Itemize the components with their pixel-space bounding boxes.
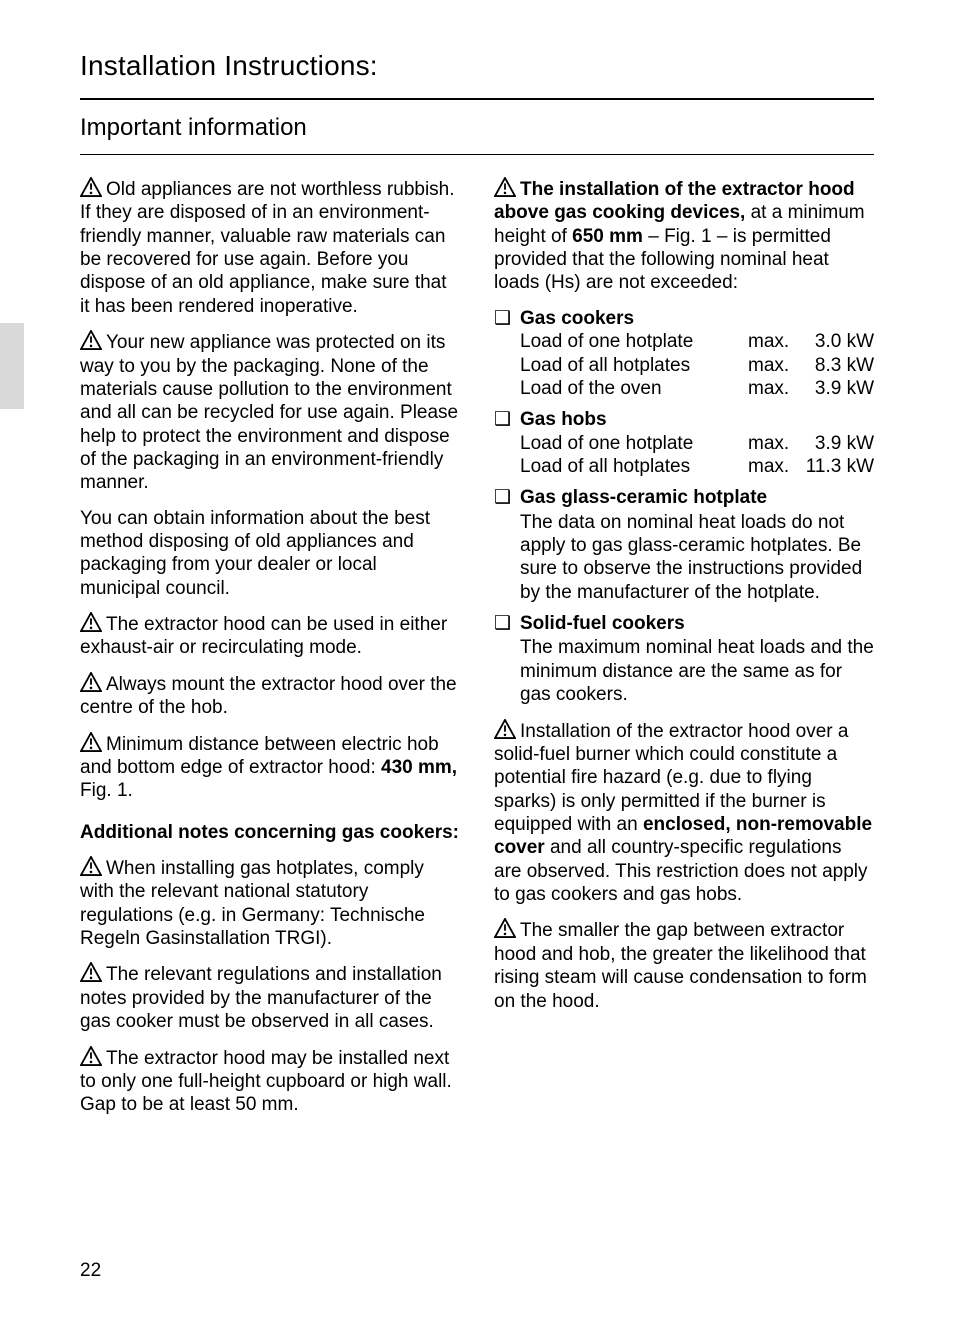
load-label: Load of all hotplates	[520, 455, 748, 478]
load-val: 3.0 kW	[800, 330, 874, 353]
load-row: Load of all hotplates max. 11.3 kW	[520, 455, 874, 478]
warning-icon	[80, 856, 102, 876]
para-text: The extractor hood may be installed next…	[80, 1048, 452, 1116]
warning-icon	[494, 719, 516, 739]
para-condensation: The smaller the gap between extractor ho…	[494, 918, 874, 1012]
warning-icon	[494, 177, 516, 197]
para-min-distance: Minimum distance between electric hob an…	[80, 732, 460, 803]
para-text: Your new appliance was protected on its …	[80, 332, 458, 493]
bullet-icon: ❑	[494, 612, 520, 635]
warning-icon	[80, 177, 102, 197]
load-row: Load of one hotplate max. 3.0 kW	[520, 330, 874, 353]
left-column: Old appliances are not worthless rubbish…	[80, 177, 460, 1129]
bullet-icon: ❑	[494, 486, 520, 509]
warning-icon	[80, 330, 102, 350]
load-val: 8.3 kW	[800, 354, 874, 377]
para-solid-fuel-install: Installation of the extractor hood over …	[494, 719, 874, 907]
load-val: 3.9 kW	[800, 432, 874, 455]
load-max: max.	[748, 354, 800, 377]
list-heading-solid-fuel: Solid-fuel cookers	[520, 612, 874, 635]
load-label: Load of one hotplate	[520, 330, 748, 353]
para-text: Always mount the extractor hood over the…	[80, 674, 457, 718]
bullet-icon: ❑	[494, 408, 520, 431]
list-gas-cookers: ❑ Gas cookers Load of one hotplate max. …	[494, 307, 874, 400]
load-val: 11.3 kW	[800, 455, 874, 478]
warning-icon	[494, 918, 516, 938]
load-max: max.	[748, 432, 800, 455]
list-text: The data on nominal heat loads do not ap…	[520, 511, 874, 604]
para-text: When installing gas hotplates, comply wi…	[80, 858, 425, 949]
load-row: Load of one hotplate max. 3.9 kW	[520, 432, 874, 455]
para-cupboard-gap: The extractor hood may be installed next…	[80, 1046, 460, 1117]
para-gas-regs: When installing gas hotplates, comply wi…	[80, 856, 460, 950]
list-heading-gas-cookers: Gas cookers	[520, 307, 874, 330]
bullet-icon: ❑	[494, 307, 520, 330]
list-solid-fuel: ❑ Solid-fuel cookers The maximum nominal…	[494, 612, 874, 706]
list-glass-ceramic: ❑ Gas glass-ceramic hotplate The data on…	[494, 486, 874, 604]
para-install-above-gas: The installation of the extractor hood a…	[494, 177, 874, 295]
section-rule	[80, 154, 874, 155]
list-heading-glass-ceramic: Gas glass-ceramic hotplate	[520, 486, 874, 509]
para-modes: The extractor hood can be used in either…	[80, 612, 460, 660]
page-edge-tab	[0, 323, 24, 409]
height-value: 650 mm	[572, 226, 643, 247]
para-manufacturer-notes: The relevant regulations and installatio…	[80, 962, 460, 1033]
load-row: Load of the oven max. 3.9 kW	[520, 377, 874, 400]
list-gas-hobs: ❑ Gas hobs Load of one hotplate max. 3.9…	[494, 408, 874, 478]
page-title: Installation Instructions:	[80, 50, 874, 82]
list-heading-gas-hobs: Gas hobs	[520, 408, 874, 431]
para-text: Old appliances are not worthless rubbish…	[80, 179, 455, 317]
warning-icon	[80, 672, 102, 692]
para-disposal-info: You can obtain information about the bes…	[80, 507, 460, 600]
para-old-appliances: Old appliances are not worthless rubbish…	[80, 177, 460, 318]
load-max: max.	[748, 330, 800, 353]
heading-rule	[80, 98, 874, 100]
page-number: 22	[80, 1260, 101, 1282]
warning-icon	[80, 732, 102, 752]
para-text: Fig. 1.	[80, 780, 133, 801]
section-title: Important information	[80, 114, 874, 142]
para-text: The smaller the gap between extractor ho…	[494, 920, 867, 1011]
para-packaging: Your new appliance was protected on its …	[80, 330, 460, 495]
warning-icon	[80, 962, 102, 982]
min-distance-value: 430 mm,	[381, 757, 457, 778]
para-text: The relevant regulations and installatio…	[80, 964, 442, 1032]
para-text: and all country-specific regulations are…	[494, 837, 868, 905]
load-max: max.	[748, 455, 800, 478]
load-label: Load of one hotplate	[520, 432, 748, 455]
para-text: The extractor hood can be used in either…	[80, 614, 447, 658]
subheading-gas-notes: Additional notes concerning gas cookers:	[80, 821, 460, 844]
warning-icon	[80, 612, 102, 632]
content-columns: Old appliances are not worthless rubbish…	[80, 177, 874, 1129]
para-mount-centre: Always mount the extractor hood over the…	[80, 672, 460, 720]
list-text: The maximum nominal heat loads and the m…	[520, 636, 874, 706]
load-label: Load of the oven	[520, 377, 748, 400]
right-column: The installation of the extractor hood a…	[494, 177, 874, 1129]
load-max: max.	[748, 377, 800, 400]
warning-icon	[80, 1046, 102, 1066]
document-page: Installation Instructions: Important inf…	[0, 0, 954, 1326]
load-val: 3.9 kW	[800, 377, 874, 400]
load-label: Load of all hotplates	[520, 354, 748, 377]
load-row: Load of all hotplates max. 8.3 kW	[520, 354, 874, 377]
